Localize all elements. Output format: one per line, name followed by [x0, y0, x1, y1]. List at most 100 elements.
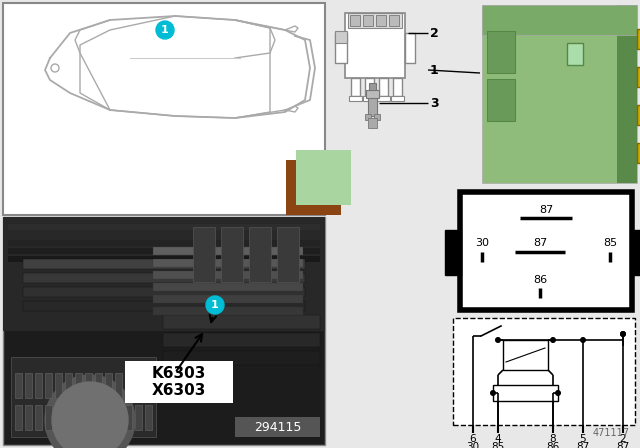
Text: K6303: K6303	[152, 366, 206, 380]
Bar	[145, 373, 152, 398]
Bar	[631, 230, 640, 275]
Bar	[8, 232, 320, 238]
Bar	[366, 90, 379, 98]
Bar	[389, 15, 399, 26]
Bar	[135, 373, 142, 398]
Text: 8: 8	[550, 434, 556, 444]
Bar	[193, 227, 215, 282]
Text: 1: 1	[430, 64, 439, 77]
Bar	[487, 31, 515, 73]
Bar	[25, 373, 32, 398]
Circle shape	[491, 391, 495, 395]
Bar	[286, 160, 341, 215]
Bar	[125, 361, 233, 403]
Bar	[235, 417, 320, 437]
Bar	[65, 405, 72, 430]
Text: 87: 87	[577, 442, 589, 448]
Text: 294115: 294115	[254, 421, 301, 434]
Bar	[335, 31, 347, 43]
Bar	[23, 287, 305, 297]
Bar	[503, 340, 548, 370]
Ellipse shape	[51, 64, 59, 72]
Bar	[377, 96, 390, 101]
Bar	[115, 373, 122, 398]
Text: 85: 85	[603, 238, 617, 248]
Text: 30: 30	[475, 238, 489, 248]
Bar	[55, 373, 62, 398]
Bar	[345, 13, 405, 78]
Text: 87: 87	[539, 205, 553, 215]
Bar	[482, 5, 637, 183]
Circle shape	[556, 391, 560, 395]
Bar	[637, 67, 640, 87]
Bar	[3, 217, 325, 331]
Text: 86: 86	[533, 275, 547, 285]
Bar	[85, 373, 92, 398]
Bar	[145, 405, 152, 430]
Circle shape	[621, 332, 625, 336]
Bar	[23, 259, 305, 269]
Bar	[363, 15, 373, 26]
Bar	[493, 385, 558, 401]
Bar	[391, 96, 404, 101]
Bar	[153, 295, 303, 303]
Text: 87: 87	[616, 442, 630, 448]
Bar	[65, 373, 72, 398]
Text: 4: 4	[495, 434, 501, 444]
Bar	[95, 405, 102, 430]
Bar	[8, 248, 320, 254]
Bar	[125, 405, 132, 430]
Bar	[374, 114, 380, 120]
Bar	[35, 405, 42, 430]
Bar	[376, 15, 386, 26]
Bar	[460, 192, 632, 310]
Bar	[45, 405, 52, 430]
Text: 1: 1	[211, 300, 219, 310]
Bar	[3, 217, 325, 445]
Bar	[335, 33, 347, 63]
Bar	[445, 230, 461, 275]
Bar	[105, 405, 112, 430]
Bar	[249, 227, 271, 282]
Circle shape	[45, 375, 135, 448]
Bar	[8, 256, 320, 262]
Text: 2: 2	[620, 434, 627, 444]
Bar	[482, 5, 637, 35]
Bar	[75, 373, 82, 398]
Text: 6: 6	[470, 434, 476, 444]
Circle shape	[52, 382, 128, 448]
Bar	[15, 405, 22, 430]
Bar	[153, 271, 303, 279]
Bar	[35, 373, 42, 398]
Bar	[350, 15, 360, 26]
Bar	[105, 373, 112, 398]
Bar	[296, 150, 351, 205]
Bar	[153, 283, 303, 291]
Bar	[405, 33, 415, 63]
Circle shape	[206, 296, 224, 314]
Circle shape	[156, 21, 174, 39]
Bar	[125, 373, 132, 398]
Bar	[85, 405, 92, 430]
Text: 5: 5	[580, 434, 586, 444]
Circle shape	[496, 338, 500, 342]
Bar	[15, 373, 22, 398]
Bar	[617, 5, 637, 183]
Bar	[163, 333, 320, 347]
Bar	[369, 83, 376, 90]
Text: 2: 2	[430, 26, 439, 39]
Bar	[348, 13, 402, 28]
Bar	[637, 29, 640, 49]
Text: 471117: 471117	[593, 428, 630, 438]
Bar	[95, 373, 102, 398]
Bar	[8, 224, 320, 230]
Circle shape	[621, 332, 625, 336]
Bar	[393, 78, 402, 96]
Bar	[567, 43, 583, 65]
Text: 85: 85	[492, 442, 504, 448]
Bar	[351, 78, 360, 96]
Bar	[8, 240, 320, 246]
Bar	[75, 405, 82, 430]
Bar	[368, 94, 377, 116]
Bar	[163, 315, 320, 329]
